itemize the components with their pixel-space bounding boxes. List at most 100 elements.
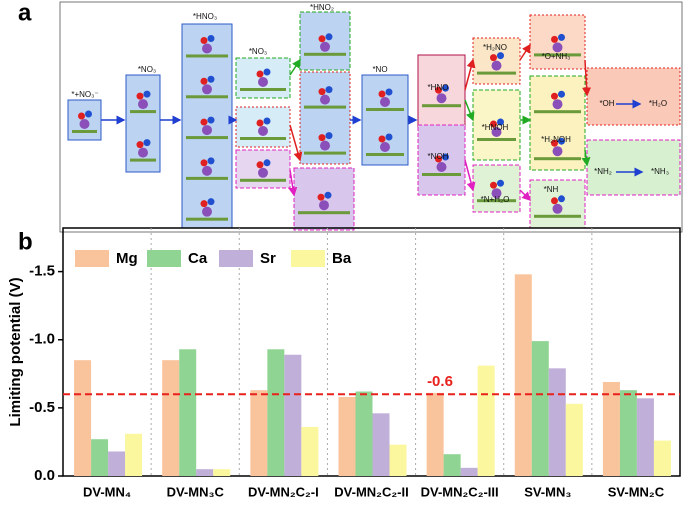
bar [389,444,407,476]
atom [490,54,497,62]
bar [565,403,583,476]
panel-frame [59,1,683,233]
surface [186,54,228,58]
atom [552,99,563,110]
atom [136,92,144,100]
state-label: *NO₃ [138,65,156,74]
state-box [67,99,102,141]
atom [552,42,563,53]
state-label: *HNO [428,83,449,92]
arrow [289,124,303,162]
bar [548,368,566,476]
atom [490,181,497,189]
bar [108,451,126,476]
bar [267,349,285,476]
atom [490,120,497,128]
surface [477,199,516,203]
y-tick-label: -0.5 [29,399,55,416]
atom [318,134,326,142]
atom [497,179,504,187]
atom [558,33,565,41]
legend-label: Ca [188,250,208,267]
state-label: *NH₂ [594,167,612,176]
atom [320,94,330,105]
atom [378,90,386,98]
atom [325,33,333,41]
legend-label: Sr [260,250,276,267]
surface [366,108,404,111]
state-label: *HNOH [482,123,509,132]
surface [366,153,404,156]
surface [130,158,156,162]
y-tick-label: -1.5 [29,263,55,280]
atom [497,118,504,126]
y-tick-label: 0.0 [34,467,55,484]
atom [491,60,502,71]
bar [301,426,319,476]
legend-swatch [147,250,181,267]
surface [422,104,461,108]
atom [551,197,558,205]
arrow [519,43,531,61]
surface [534,110,581,114]
state-label: *O+NH₃ [542,52,571,61]
atom [200,159,208,167]
state-box [586,139,681,196]
panel-label: a [18,0,32,26]
atom [207,116,215,124]
atom [325,86,333,94]
atom [85,110,92,118]
legend-swatch [291,250,325,267]
atom [558,90,565,98]
bar [426,392,444,476]
surface [304,52,346,56]
atom [317,193,325,201]
atom [78,112,85,120]
surface [422,173,461,176]
atom [551,139,558,147]
bar [91,439,109,476]
x-tick-label: SV-MN₃ [524,484,571,499]
legend-label: Mg [116,250,138,267]
bar [250,390,268,476]
state-label: *+NO₃⁻ [71,90,98,99]
bar [653,440,671,476]
x-tick-label: DV-MN₄ [83,484,131,499]
arrow [582,59,592,97]
atom [138,147,148,158]
atom [325,132,333,140]
state-label: *H₂O [649,99,667,108]
atom [551,92,558,100]
surface [186,217,228,221]
surface [477,71,516,75]
surface [534,53,581,57]
atom [202,206,212,217]
state-label: *H₂NOH [541,135,571,144]
atom [200,36,208,44]
atom [263,117,271,125]
atom [79,119,90,129]
bar [74,360,92,476]
state-label: *H₂NO [483,43,507,52]
atom [318,35,326,43]
state-label: *NH₃ [651,167,669,176]
arrow [289,58,301,76]
bar [213,469,231,476]
state-label: *NO₃ [249,47,267,56]
atom [136,141,144,149]
bar [443,454,461,476]
surface [72,130,97,133]
surface [477,138,516,141]
atom [558,195,565,203]
atom [320,140,330,151]
y-tick-label: -1.0 [29,331,55,348]
state-box [529,179,586,229]
atom [324,191,332,199]
atom [552,203,563,214]
atom [442,84,449,92]
bar [338,396,356,476]
atom [207,34,215,42]
atom [378,135,386,143]
legend-swatch [219,250,253,267]
